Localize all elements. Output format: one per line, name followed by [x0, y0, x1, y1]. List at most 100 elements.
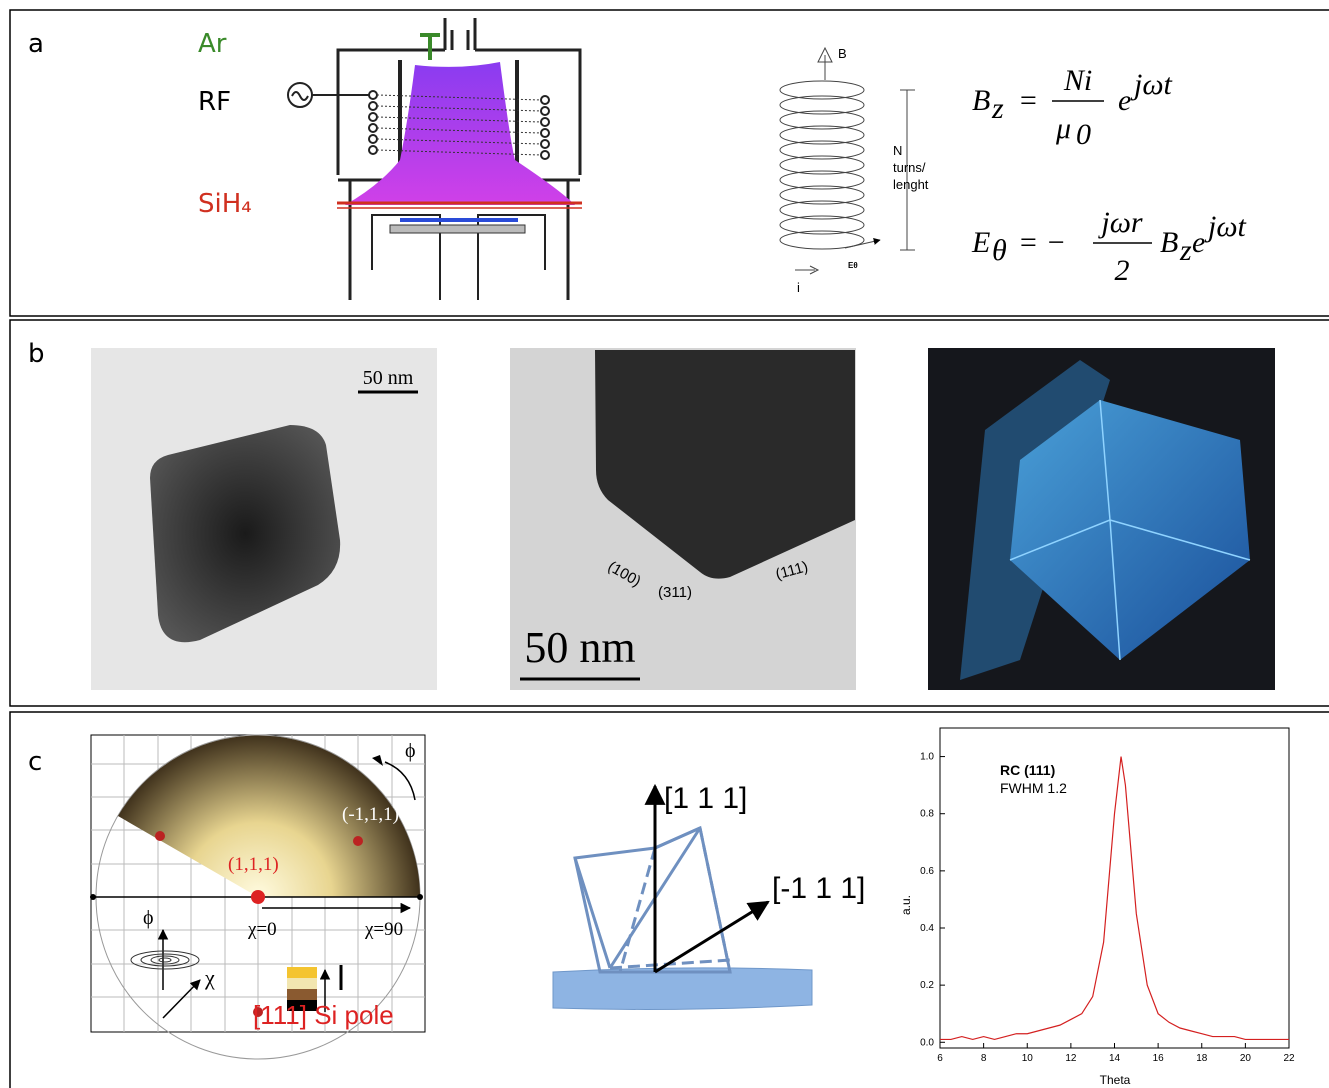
crystal-diagram: [1 1 1] [-1 1 1] — [553, 782, 865, 1009]
shape — [541, 118, 549, 126]
x-tick-label: 12 — [1065, 1053, 1077, 1064]
gas-inlet — [420, 35, 440, 60]
eq-symbol: e — [1118, 84, 1131, 117]
shape — [445, 18, 475, 50]
shape — [620, 848, 655, 972]
shape — [369, 124, 377, 132]
eq-symbol: jωt — [1130, 68, 1173, 101]
eq-symbol: z — [1179, 234, 1192, 267]
axis-end — [90, 894, 96, 900]
axis-label: χ=90 — [364, 919, 403, 940]
chart-subtitle: FWHM 1.2 — [1000, 780, 1067, 796]
eq-symbol: e — [1192, 226, 1205, 259]
eq-symbol: 2 — [1115, 254, 1130, 287]
x-tick-label: 10 — [1022, 1053, 1034, 1064]
axis-end — [417, 894, 423, 900]
x-axis-label: Theta — [1100, 1073, 1131, 1087]
x-tick-label: 20 — [1240, 1053, 1252, 1064]
rc-chart: RC (111) FWHM 1.2 Theta a.u. 6 8 10 12 14 16 1… — [899, 728, 1295, 1087]
pole-label: (1,1,1) — [228, 854, 279, 875]
panel-a: a Ar RF SiH₄ B N turns/ lenght i Eθ B z … — [10, 10, 1329, 316]
pole-spot — [353, 836, 363, 846]
eq-symbol: z — [991, 92, 1004, 125]
axis-symbol: χ — [204, 965, 215, 990]
octahedron — [575, 828, 730, 972]
shape — [795, 266, 818, 274]
shape — [292, 92, 308, 100]
y-tick-label: 0.6 — [920, 866, 934, 877]
color-bar — [287, 967, 317, 978]
field-label: B — [838, 46, 847, 61]
x-tick-label: 18 — [1196, 1053, 1208, 1064]
x-tick-label: 8 — [981, 1053, 987, 1064]
current-label: i — [797, 280, 800, 295]
color-bar — [287, 989, 317, 1000]
rf-label: RF — [198, 87, 231, 117]
pole-spot — [155, 831, 165, 841]
shape — [541, 107, 549, 115]
direction-label: [1 1 1] — [664, 782, 747, 815]
gas-label: SiH₄ — [198, 189, 252, 219]
x-tick-label: 16 — [1153, 1053, 1165, 1064]
pole-figure: ϕ (-1,1,1) (1,1,1) χ=0 χ=90 ϕ χ [111] Si… — [90, 735, 425, 1059]
eq-symbol: 0 — [1076, 118, 1091, 151]
turns-label: turns/ — [893, 160, 926, 175]
eq-symbol: μ — [1055, 112, 1071, 145]
axis-label: χ=0 — [247, 919, 277, 940]
y-tick-label: 0.4 — [920, 923, 934, 934]
y-axis-label: a.u. — [899, 895, 913, 915]
panel-label: a — [28, 29, 44, 59]
shape — [818, 48, 832, 80]
y-tick-label: 0.0 — [920, 1037, 934, 1048]
eq-symbol: E — [971, 226, 990, 259]
y-tick-label: 0.2 — [920, 980, 934, 991]
eq-symbol: jωr — [1097, 206, 1143, 239]
scale-label: 50 nm — [524, 623, 635, 672]
equation: E θ = − jωr 2 B z e jωt — [971, 206, 1247, 287]
x-tick-label: 6 — [937, 1053, 943, 1064]
x-tick-label: 14 — [1109, 1053, 1121, 1064]
shape — [845, 240, 880, 248]
pole-spot — [251, 890, 265, 904]
scale-label: 50 nm — [363, 367, 414, 389]
eq-symbol: B — [1160, 226, 1178, 259]
panel-b: b 50 nm (100) (311) (111) 50 nm — [10, 320, 1329, 706]
plot-frame — [940, 728, 1289, 1048]
eq-symbol: = − — [1018, 226, 1066, 259]
eq-symbol: Ni — [1063, 64, 1092, 97]
facet-label: (311) — [658, 584, 692, 601]
shape — [369, 135, 377, 143]
substrate — [400, 218, 518, 222]
turns-label: lenght — [893, 177, 929, 192]
x-tick-label: 22 — [1283, 1053, 1295, 1064]
field-label: Eθ — [848, 261, 858, 270]
eq-symbol: jωt — [1204, 210, 1247, 243]
shape — [369, 91, 377, 99]
shape — [369, 102, 377, 110]
gas-label: Ar — [198, 29, 227, 59]
panel-c: c ϕ (-1,1,1) (1,1,1) χ=0 χ=90 ϕ χ [111] … — [10, 712, 1329, 1088]
shape — [369, 113, 377, 121]
panel-label: b — [28, 339, 45, 369]
shape — [541, 151, 549, 159]
panel-label: c — [28, 747, 42, 777]
color-bar — [287, 978, 317, 989]
y-tick-label: 1.0 — [920, 752, 934, 763]
axis-symbol: ϕ — [405, 740, 416, 762]
eq-symbol: B — [972, 84, 990, 117]
direction-label: [-1 1 1] — [772, 872, 865, 905]
shape — [541, 140, 549, 148]
rc-curve — [940, 757, 1289, 1040]
holder — [390, 225, 525, 233]
pole-label: (-1,1,1) — [342, 804, 399, 825]
axis-symbol: ϕ — [143, 907, 154, 929]
turns-label: N — [893, 143, 902, 158]
figure: a Ar RF SiH₄ B N turns/ lenght i Eθ B z … — [0, 0, 1329, 1088]
substrate — [553, 968, 812, 1010]
chart-annotation: RC (111) — [1000, 762, 1055, 778]
y-tick-label: 0.8 — [920, 809, 934, 820]
eq-symbol: θ — [992, 234, 1007, 267]
shape — [369, 146, 377, 154]
equation: B z = Ni μ 0 e jωt — [972, 64, 1173, 151]
shape — [541, 129, 549, 137]
